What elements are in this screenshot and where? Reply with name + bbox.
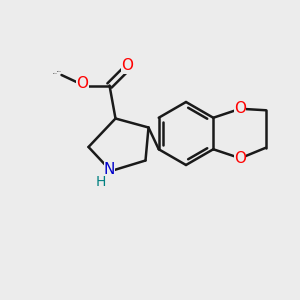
Text: N: N bbox=[104, 162, 115, 177]
Text: methyl: methyl bbox=[53, 73, 58, 74]
Text: methyl: methyl bbox=[57, 71, 62, 72]
Text: O: O bbox=[76, 76, 88, 92]
Text: O: O bbox=[122, 58, 134, 74]
Text: O: O bbox=[234, 151, 246, 166]
Text: O: O bbox=[234, 101, 246, 116]
Text: H: H bbox=[95, 175, 106, 188]
